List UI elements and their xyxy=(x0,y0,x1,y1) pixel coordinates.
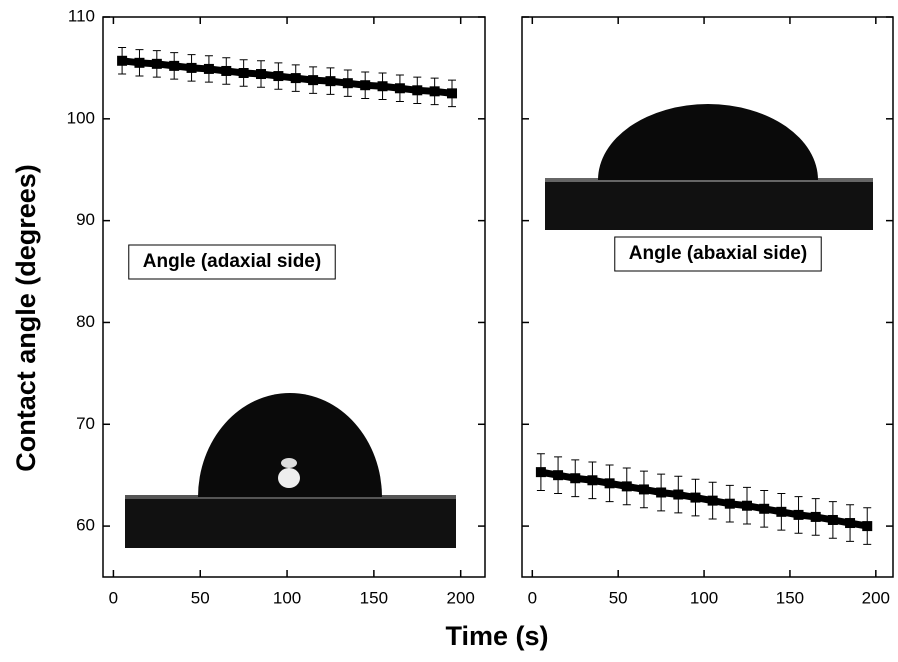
droplet-photo xyxy=(125,393,456,548)
data-point xyxy=(621,481,632,492)
x-tick-label: 50 xyxy=(191,588,210,607)
data-point xyxy=(325,76,336,87)
annotation: Angle (adaxial side) xyxy=(128,244,336,280)
plot-frame xyxy=(102,16,486,578)
data-point xyxy=(827,514,838,525)
annotation-box xyxy=(614,236,822,272)
droplet-photo xyxy=(545,104,873,230)
y-tick-label: 80 xyxy=(76,312,95,331)
data-point xyxy=(587,475,598,486)
plot-frame xyxy=(521,16,894,578)
data-point xyxy=(273,71,284,82)
data-point xyxy=(290,73,301,84)
data-point xyxy=(638,484,649,495)
data-point xyxy=(256,69,267,80)
y-tick-label: 90 xyxy=(76,210,95,229)
x-tick-label: 100 xyxy=(690,588,718,607)
data-point xyxy=(394,83,405,94)
data-point xyxy=(342,78,353,89)
data-point xyxy=(604,478,615,489)
data-point xyxy=(570,473,581,484)
data-point xyxy=(810,511,821,522)
annotation-text: Angle (abaxial side) xyxy=(629,243,807,264)
data-point xyxy=(447,88,458,99)
data-point xyxy=(707,495,718,506)
x-axis-title: Time (s) xyxy=(445,621,548,651)
data-point xyxy=(759,503,770,514)
data-point xyxy=(169,60,180,71)
y-tick-label: 100 xyxy=(67,108,95,127)
x-tick-label: 150 xyxy=(776,588,804,607)
data-point xyxy=(412,85,423,96)
x-tick-label: 200 xyxy=(862,588,890,607)
data-point xyxy=(553,470,564,481)
data-point xyxy=(845,518,856,529)
y-tick-label: 70 xyxy=(76,414,95,433)
y-axis-title: Contact angle (degrees) xyxy=(11,164,41,472)
data-point xyxy=(377,81,388,92)
data-point xyxy=(151,58,162,69)
x-tick-label: 0 xyxy=(528,588,537,607)
y-tick-label: 60 xyxy=(76,516,95,535)
x-tick-label: 0 xyxy=(109,588,118,607)
annotation-text: Angle (adaxial side) xyxy=(143,251,321,272)
data-point xyxy=(429,86,440,97)
data-point xyxy=(308,75,319,86)
data-point xyxy=(776,506,787,517)
x-tick-label: 50 xyxy=(609,588,628,607)
data-point xyxy=(724,498,735,509)
data-point xyxy=(238,68,249,78)
data-point xyxy=(203,63,214,74)
data-point xyxy=(690,492,701,503)
x-tick-label: 150 xyxy=(360,588,388,607)
x-tick-label: 100 xyxy=(273,588,301,607)
data-point xyxy=(862,521,873,532)
data-point xyxy=(742,500,753,511)
x-tick-label: 200 xyxy=(447,588,475,607)
y-tick-label: 110 xyxy=(68,6,95,25)
annotation: Angle (abaxial side) xyxy=(614,236,822,272)
data-point xyxy=(221,65,232,76)
data-point xyxy=(186,62,197,73)
annotation-box xyxy=(128,244,336,280)
data-point xyxy=(134,57,145,68)
data-point xyxy=(793,509,804,520)
data-point xyxy=(117,55,128,66)
data-point xyxy=(535,467,546,478)
data-point xyxy=(656,487,667,498)
data-point xyxy=(673,489,684,500)
data-point xyxy=(360,80,371,91)
